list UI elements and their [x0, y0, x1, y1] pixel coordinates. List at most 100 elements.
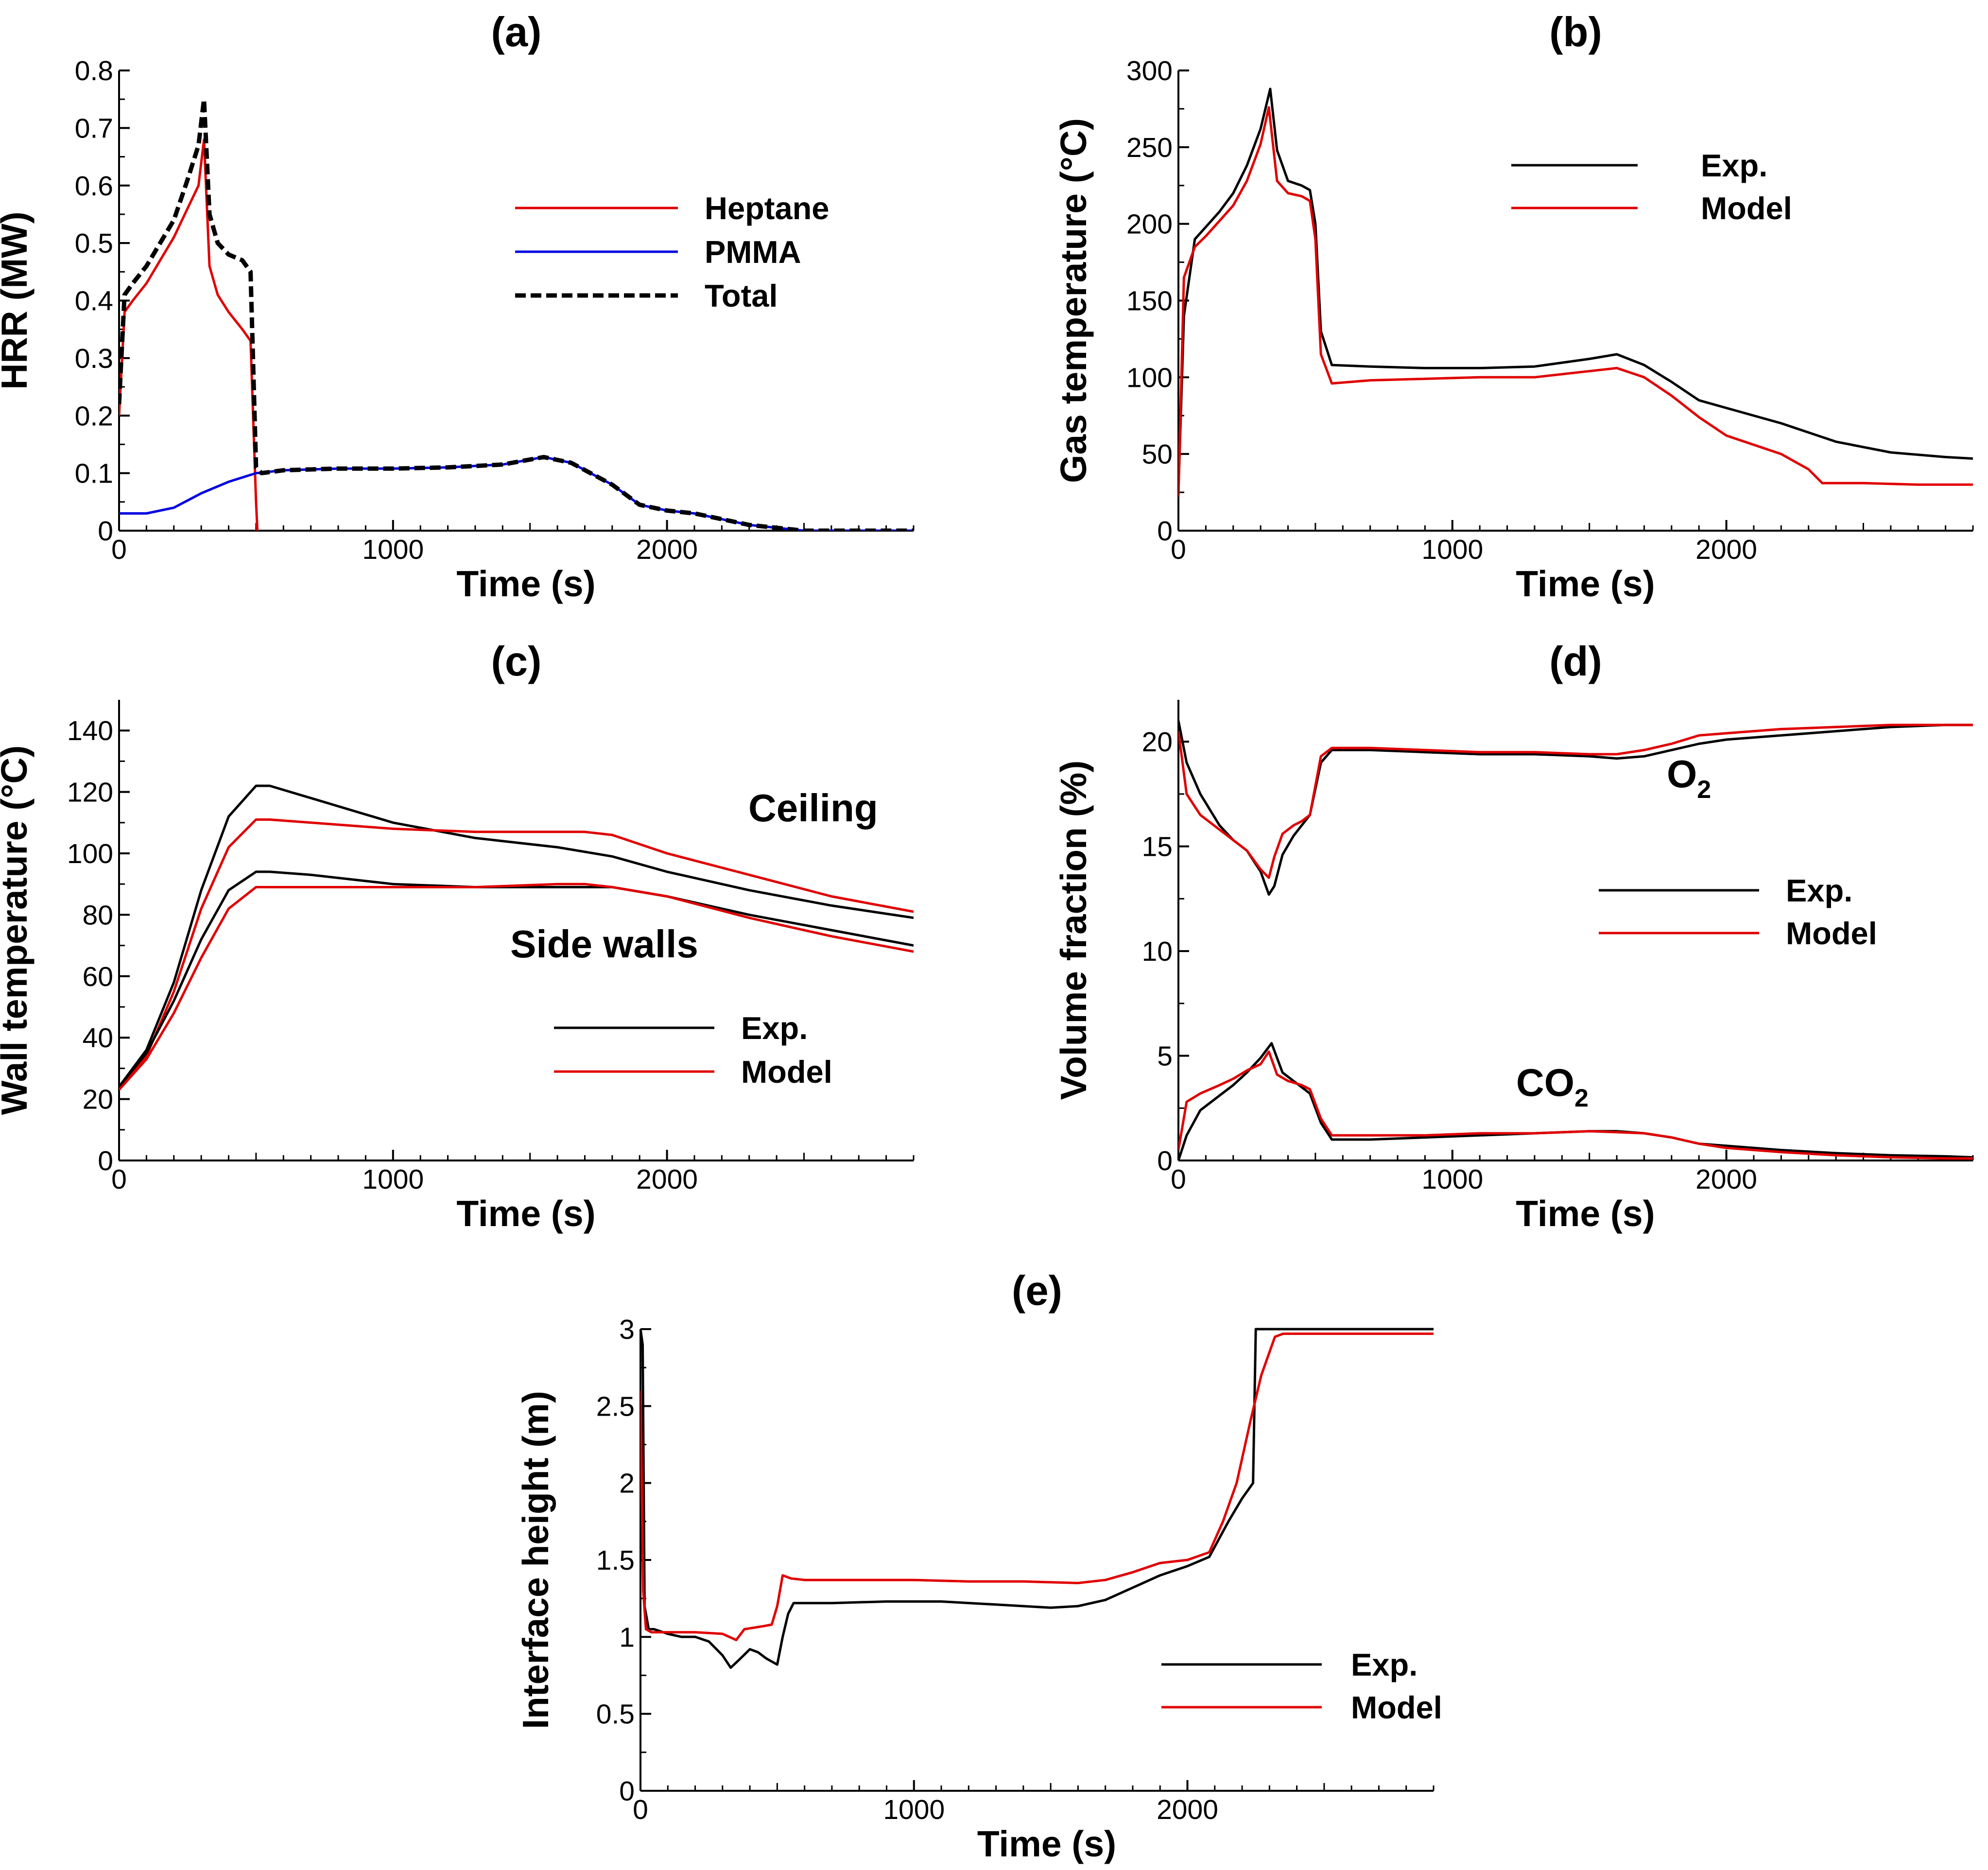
series-line-model: [1178, 106, 1973, 497]
legend-label: Model: [1351, 1690, 1442, 1725]
panel-b: (b) 0 1000 2000 0 50 100 150 200 250 300 Time (s) Ga…: [1053, 9, 1974, 604]
y-tick-label: 140: [67, 715, 113, 746]
y-tick-label: 300: [1126, 55, 1173, 87]
y-tick-label: 0.2: [75, 400, 113, 432]
legend: Exp. Model: [1599, 873, 1877, 951]
panel-e: (e) 0 1000 2000 0 0.5 1 1.5 2 2.5 3 Time (s) Interfa…: [515, 1268, 1442, 1864]
y-tick-label: 0.5: [596, 1699, 635, 1730]
panel-d: (d) 0 1000 2000 0 5 10 15 20 Time (s) Volume fract…: [1053, 639, 1974, 1234]
panel-title-a: (a): [491, 9, 542, 55]
annotation: CO2: [1516, 1061, 1589, 1112]
series-line-pmma: [119, 456, 914, 531]
y-tick-label: 0: [1157, 516, 1173, 547]
legend-label: Model: [741, 1054, 832, 1090]
y-tick-label: 40: [83, 1022, 113, 1054]
y-tick-label: 10: [1142, 936, 1173, 967]
y-tick-label: 1.5: [596, 1545, 635, 1576]
series-line-model: [640, 1333, 1434, 1642]
y-tick-label: 0.3: [75, 343, 113, 374]
y-tick-label: 15: [1142, 831, 1173, 863]
y-tick-label: 50: [1142, 439, 1173, 470]
legend-label: Exp.: [1701, 148, 1767, 183]
legend: Heptane PMMA Total: [515, 190, 829, 313]
y-tick-label: 80: [83, 900, 113, 931]
series-line-model-co2: [1178, 1050, 1973, 1160]
panel-title-d: (d): [1549, 639, 1602, 685]
legend-label: Total: [705, 278, 778, 313]
y-tick-label: 5: [1157, 1041, 1173, 1072]
y-tick-label: 250: [1126, 132, 1173, 163]
series-line-exp-: [640, 1328, 1434, 1669]
series-line-exp--ceiling: [119, 784, 914, 1088]
legend: Exp. Model: [1161, 1647, 1442, 1725]
x-axis-label: Time (s): [1516, 563, 1655, 604]
y-axis-label: Volume fraction (%): [1053, 761, 1094, 1100]
y-tick-label: 150: [1126, 286, 1173, 317]
y-tick-label: 0: [98, 516, 113, 547]
legend-label: Model: [1786, 916, 1877, 951]
x-axis-label: Time (s): [456, 1193, 595, 1234]
x-axis-label: Time (s): [1516, 1193, 1655, 1234]
y-tick-label: 2.5: [596, 1391, 635, 1422]
y-tick-label: 60: [83, 961, 113, 992]
series-line-exp--o2: [1178, 720, 1973, 896]
legend-label: Exp.: [1351, 1647, 1418, 1682]
series-line-heptane: [119, 138, 259, 531]
x-tick-label: 2000: [636, 1164, 698, 1195]
y-tick-label: 0.1: [75, 458, 113, 489]
series-line-model-o2: [1178, 724, 1973, 879]
panel-title-c: (c): [491, 639, 542, 685]
series-line-exp-: [1178, 87, 1973, 493]
legend: Exp. Model: [1511, 148, 1792, 226]
y-tick-label: 0.5: [75, 228, 113, 259]
series-line-exp--co2: [1178, 1042, 1973, 1160]
x-axis-label: Time (s): [977, 1823, 1116, 1864]
x-tick-label: 0: [1171, 534, 1186, 565]
x-tick-label: 1000: [362, 1164, 424, 1195]
y-tick-label: 0: [1157, 1145, 1173, 1177]
legend-label: Model: [1701, 190, 1792, 226]
x-tick-label: 2000: [1157, 1794, 1218, 1825]
y-tick-label: 120: [67, 777, 113, 808]
x-tick-label: 0: [633, 1794, 648, 1825]
y-tick-label: 20: [83, 1084, 113, 1115]
annotation: Side walls: [510, 922, 698, 966]
y-tick-label: 0: [619, 1776, 635, 1807]
panel-a: (a) 0 1000 2000 0 0.1 0.2 0.3 0.4 0.5 0.6 0.7 0.8 Tim…: [0, 9, 915, 604]
y-tick-label: 2: [619, 1468, 635, 1499]
x-tick-label: 0: [1171, 1164, 1186, 1195]
y-tick-label: 100: [67, 838, 113, 869]
y-tick-label: 3: [619, 1314, 635, 1345]
y-axis-label: Gas temperature (°C): [1053, 118, 1094, 483]
legend-label: Heptane: [705, 190, 829, 226]
x-tick-label: 1000: [1421, 1164, 1483, 1195]
y-tick-label: 0.4: [75, 286, 113, 317]
series-line-model-side-walls: [119, 883, 914, 1091]
legend-label: Exp.: [1786, 873, 1852, 908]
panel-title-b: (b): [1549, 9, 1602, 55]
annotation: O2: [1667, 752, 1711, 804]
y-axis-label: Wall temperature (°C): [0, 745, 35, 1115]
x-tick-label: 2000: [636, 534, 698, 565]
y-tick-label: 0: [98, 1145, 113, 1177]
panel-c: (c) 0 1000 2000 0 20 40 60 80 100 120 140 Time (s) Wa…: [0, 639, 915, 1234]
y-tick-label: 20: [1142, 727, 1173, 758]
y-axis-label: Interface height (m): [515, 1391, 556, 1729]
x-tick-label: 0: [111, 534, 127, 565]
x-tick-label: 0: [111, 1164, 127, 1195]
y-tick-label: 200: [1126, 209, 1173, 240]
x-tick-label: 1000: [1421, 534, 1483, 565]
x-tick-label: 1000: [362, 534, 424, 565]
series-line-model-ceiling: [119, 818, 914, 1091]
y-axis-label: HRR (MW): [0, 211, 35, 390]
x-axis-label: Time (s): [456, 563, 595, 604]
y-tick-label: 0.8: [75, 55, 113, 87]
y-tick-label: 1: [619, 1622, 635, 1653]
legend: Exp. Model: [554, 1010, 832, 1090]
annotation: Ceiling: [748, 786, 878, 830]
y-tick-label: 0.7: [75, 113, 113, 144]
y-tick-label: 100: [1126, 362, 1173, 393]
x-tick-label: 2000: [1695, 1164, 1757, 1195]
series-line-exp--side-walls: [119, 870, 914, 1088]
